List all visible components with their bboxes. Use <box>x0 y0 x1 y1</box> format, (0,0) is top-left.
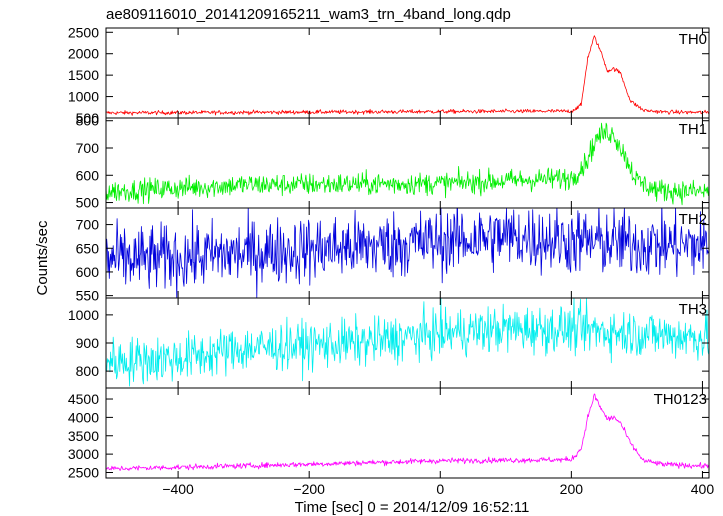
y-tick-label: 1500 <box>68 67 99 83</box>
y-tick-label: 600 <box>76 264 100 280</box>
x-tick-label: −200 <box>293 481 325 497</box>
y-tick-label: 500 <box>76 110 100 126</box>
chart-title: ae809116010_20141209165211_wam3_trn_4ban… <box>106 6 511 23</box>
y-tick-label: 600 <box>76 167 100 183</box>
y-tick-label: 650 <box>76 240 100 256</box>
y-tick-label: 700 <box>76 140 100 156</box>
y-tick-label: 900 <box>76 335 100 351</box>
series-line-th3 <box>106 298 709 387</box>
y-tick-label: 500 <box>76 195 100 211</box>
panel-th1: 500 600 700 800 TH1 <box>76 113 710 211</box>
series-line-th2 <box>106 208 709 298</box>
x-tick-label: 0 <box>436 481 444 497</box>
panel-label: TH1 <box>679 121 707 138</box>
x-axis-label: Time [sec] 0 = 2014/12/09 16:52:11 <box>295 499 530 516</box>
y-tick-label: 800 <box>76 113 100 129</box>
panel-frame <box>105 387 710 479</box>
y-tick-label: 2000 <box>68 46 99 62</box>
y-tick-label: 4500 <box>68 391 99 407</box>
series-line-th0123 <box>106 393 709 471</box>
y-axis-label: Counts/sec <box>34 220 51 296</box>
panel-th0123: 2500 3000 3500 4000 4500 TH0123 <box>68 387 710 480</box>
y-tick-label: 800 <box>76 363 100 379</box>
panel-th2: 550 600 650 700 TH2 <box>76 207 710 304</box>
panel-label: TH3 <box>679 301 707 318</box>
y-tick-label: 3500 <box>68 428 99 444</box>
panel-frame <box>105 297 710 389</box>
y-tick-label: 3000 <box>68 446 99 462</box>
panel-th3: 800 900 1000 TH3 <box>68 297 710 389</box>
panel-th0: 500 1000 1500 2000 2500 TH0 <box>68 24 710 126</box>
x-tick-label: 200 <box>560 481 584 497</box>
y-tick-label: 1000 <box>68 307 99 323</box>
y-tick-label: 4000 <box>68 409 99 425</box>
x-tick-label: −400 <box>162 481 194 497</box>
x-tick-label: 400 <box>691 481 715 497</box>
panel-label: TH0 <box>679 31 707 48</box>
panel-label: TH2 <box>679 211 707 228</box>
y-tick-label: 700 <box>76 217 100 233</box>
y-tick-label: 2500 <box>68 24 99 40</box>
y-tick-label: 2500 <box>68 464 99 480</box>
y-tick-label: 550 <box>76 288 100 304</box>
series-line-th0 <box>106 35 709 116</box>
panel-label: TH0123 <box>654 391 707 408</box>
panel-frame <box>105 117 710 209</box>
series-line-th1 <box>106 122 709 206</box>
y-tick-label: 1000 <box>68 89 99 105</box>
